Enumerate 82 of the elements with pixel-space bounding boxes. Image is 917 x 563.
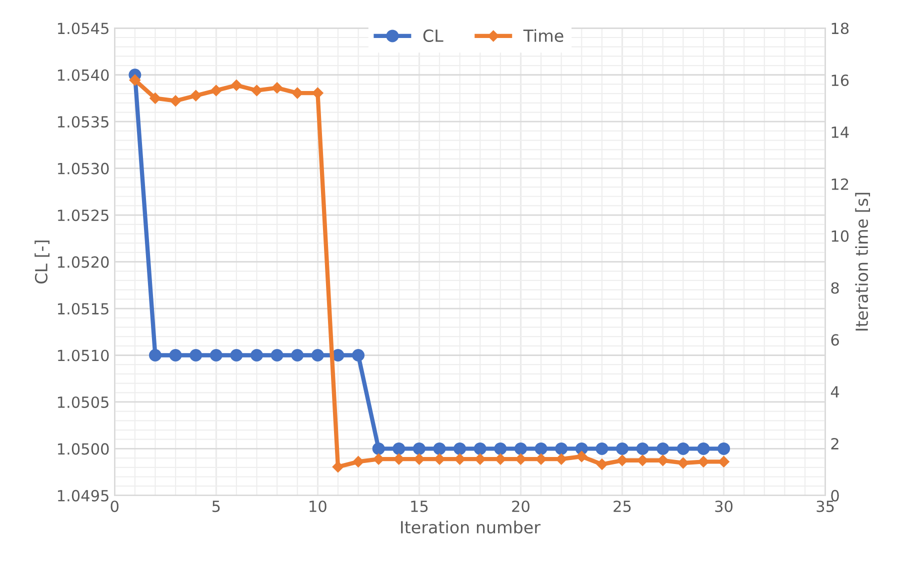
y2-tick-label: 4 bbox=[830, 386, 840, 398]
y2-axis-title: Iteration time [s] bbox=[855, 192, 870, 330]
point bbox=[433, 442, 446, 455]
x-axis-title: Iteration number bbox=[401, 520, 540, 534]
point bbox=[678, 457, 689, 469]
point bbox=[251, 84, 262, 96]
point bbox=[596, 442, 608, 455]
point bbox=[332, 461, 344, 472]
point bbox=[555, 442, 568, 455]
y-tick-label: 1.0505 bbox=[58, 396, 108, 408]
point bbox=[718, 456, 730, 468]
point bbox=[616, 442, 628, 455]
point bbox=[210, 84, 222, 96]
point bbox=[230, 80, 242, 91]
point bbox=[454, 453, 466, 465]
x-tick-label: 0 bbox=[110, 500, 118, 512]
y-tick-label: 1.0520 bbox=[58, 256, 109, 268]
point bbox=[169, 349, 182, 362]
y-tick-label: 1.0495 bbox=[58, 490, 108, 502]
point bbox=[514, 442, 527, 455]
point bbox=[697, 442, 710, 455]
point bbox=[170, 95, 182, 106]
point bbox=[148, 349, 162, 362]
point bbox=[150, 92, 161, 104]
legend-label: Time bbox=[523, 29, 564, 42]
point bbox=[596, 458, 608, 470]
point bbox=[270, 349, 284, 362]
y2-tick-label: 14 bbox=[832, 126, 849, 138]
point bbox=[392, 442, 406, 455]
y-tick-label: 1.0500 bbox=[58, 443, 109, 455]
y2-tick-label: 6 bbox=[831, 334, 839, 346]
point bbox=[656, 442, 670, 455]
point bbox=[292, 87, 303, 99]
x-tick-label: 30 bbox=[715, 500, 732, 512]
x-tick-label: 10 bbox=[310, 500, 326, 512]
x-tick-label: 35 bbox=[816, 500, 834, 512]
point bbox=[352, 456, 364, 468]
point bbox=[454, 442, 466, 455]
x-tick-label: 5 bbox=[212, 500, 220, 512]
y2-tick-label: 16 bbox=[832, 74, 849, 86]
point bbox=[515, 453, 526, 465]
point bbox=[534, 442, 548, 455]
point bbox=[291, 349, 304, 362]
point bbox=[250, 349, 264, 362]
point bbox=[210, 349, 222, 362]
y2-tick-label: 18 bbox=[832, 22, 849, 34]
point bbox=[494, 442, 507, 455]
y-tick-label: 1.0530 bbox=[58, 162, 109, 174]
point bbox=[556, 453, 567, 465]
point bbox=[676, 442, 690, 455]
point bbox=[412, 442, 426, 455]
point bbox=[636, 442, 649, 455]
y2-tick-label: 10 bbox=[832, 230, 849, 242]
y2-tick-label: 2 bbox=[831, 438, 838, 450]
point bbox=[616, 454, 628, 466]
point bbox=[129, 74, 141, 86]
point bbox=[190, 90, 202, 102]
y-tick-label: 1.0545 bbox=[58, 22, 108, 34]
point bbox=[271, 82, 283, 94]
point bbox=[372, 442, 385, 455]
point bbox=[414, 453, 425, 465]
legend-label: CL bbox=[423, 29, 444, 42]
point bbox=[311, 349, 324, 362]
x-tick-label: 20 bbox=[512, 500, 530, 512]
point bbox=[718, 442, 730, 455]
point bbox=[230, 349, 243, 362]
y-tick-label: 1.0525 bbox=[58, 210, 108, 222]
x-tick-label: 25 bbox=[614, 500, 631, 512]
point bbox=[190, 349, 202, 362]
y-axis-title: CL [-] bbox=[34, 240, 50, 284]
x-tick-label: 15 bbox=[411, 500, 428, 512]
point bbox=[474, 442, 486, 455]
point bbox=[352, 349, 365, 362]
y-tick-label: 1.0540 bbox=[58, 69, 109, 81]
y-tick-label: 1.0515 bbox=[58, 302, 108, 315]
y2-tick-label: 12 bbox=[832, 178, 848, 190]
y2-tick-label: 0 bbox=[831, 490, 839, 502]
point bbox=[312, 87, 324, 99]
point bbox=[576, 450, 588, 462]
y-tick-label: 1.0510 bbox=[58, 350, 109, 362]
y2-tick-label: 8 bbox=[831, 282, 839, 294]
y-tick-label: 1.0535 bbox=[58, 116, 108, 128]
